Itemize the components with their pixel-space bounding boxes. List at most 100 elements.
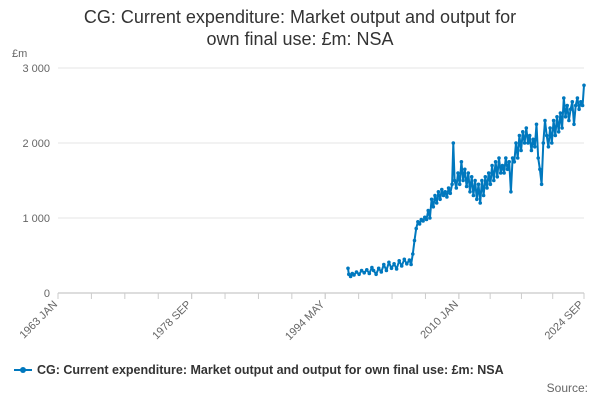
data-point[interactable]: [412, 238, 417, 243]
data-point[interactable]: [507, 160, 512, 164]
data-point[interactable]: [514, 141, 518, 145]
data-point[interactable]: [538, 167, 542, 172]
data-point[interactable]: [433, 193, 437, 198]
data-point[interactable]: [379, 270, 384, 274]
data-point[interactable]: [485, 186, 489, 190]
data-point[interactable]: [466, 171, 471, 175]
data-point[interactable]: [346, 266, 350, 271]
data-point[interactable]: [409, 262, 413, 267]
data-point[interactable]: [365, 268, 369, 272]
data-point[interactable]: [397, 259, 402, 263]
data-point[interactable]: [570, 100, 575, 104]
data-point[interactable]: [414, 226, 419, 231]
data-point[interactable]: [469, 175, 474, 179]
data-point[interactable]: [519, 148, 523, 153]
data-point[interactable]: [517, 133, 522, 138]
data-point[interactable]: [498, 171, 503, 175]
data-point[interactable]: [551, 118, 556, 123]
data-point[interactable]: [452, 178, 457, 183]
data-point[interactable]: [546, 145, 551, 149]
data-point[interactable]: [555, 115, 559, 119]
data-point[interactable]: [436, 190, 441, 194]
data-point[interactable]: [562, 96, 566, 100]
data-point[interactable]: [417, 222, 422, 226]
data-point[interactable]: [387, 260, 391, 265]
data-point[interactable]: [431, 205, 436, 209]
data-point[interactable]: [502, 171, 506, 175]
data-point[interactable]: [500, 163, 505, 168]
data-point[interactable]: [399, 264, 404, 268]
data-point[interactable]: [434, 201, 439, 205]
data-point[interactable]: [486, 171, 491, 175]
data-point[interactable]: [483, 175, 488, 179]
data-point[interactable]: [558, 111, 563, 115]
data-point[interactable]: [527, 133, 532, 138]
data-point[interactable]: [563, 115, 568, 119]
data-point[interactable]: [582, 83, 586, 88]
data-point[interactable]: [567, 118, 571, 123]
data-point[interactable]: [424, 217, 429, 222]
data-point[interactable]: [456, 171, 460, 175]
data-point[interactable]: [480, 178, 484, 183]
data-point[interactable]: [367, 271, 372, 276]
data-point[interactable]: [392, 262, 396, 266]
data-point[interactable]: [565, 103, 569, 108]
data-point[interactable]: [463, 167, 467, 172]
data-point[interactable]: [352, 273, 356, 277]
data-point[interactable]: [362, 271, 367, 275]
data-point[interactable]: [481, 193, 486, 198]
data-point[interactable]: [575, 96, 580, 100]
data-point[interactable]: [553, 133, 558, 138]
data-point[interactable]: [457, 182, 462, 187]
data-point[interactable]: [429, 197, 434, 202]
data-point[interactable]: [577, 107, 581, 112]
data-point[interactable]: [541, 141, 546, 145]
legend[interactable]: CG: Current expenditure: Market output a…: [14, 363, 504, 377]
data-point[interactable]: [529, 148, 534, 153]
data-point[interactable]: [389, 266, 394, 271]
data-point[interactable]: [556, 130, 561, 134]
data-point[interactable]: [512, 160, 517, 164]
data-point[interactable]: [394, 267, 399, 271]
data-point[interactable]: [384, 268, 389, 273]
data-point[interactable]: [371, 268, 376, 273]
data-point[interactable]: [550, 141, 554, 145]
data-point[interactable]: [370, 265, 374, 270]
data-point[interactable]: [580, 103, 585, 108]
data-point[interactable]: [468, 190, 472, 194]
data-point[interactable]: [572, 122, 576, 127]
data-point[interactable]: [531, 137, 535, 142]
data-point[interactable]: [515, 156, 520, 160]
data-point[interactable]: [451, 141, 456, 145]
data-point[interactable]: [543, 118, 547, 123]
data-point[interactable]: [504, 156, 508, 160]
data-point[interactable]: [478, 201, 483, 205]
data-point[interactable]: [579, 100, 583, 104]
data-point[interactable]: [438, 197, 442, 202]
data-point[interactable]: [510, 156, 515, 160]
data-point[interactable]: [471, 193, 476, 198]
data-point[interactable]: [568, 107, 573, 112]
data-point[interactable]: [524, 126, 529, 130]
data-point[interactable]: [495, 175, 500, 179]
data-point[interactable]: [505, 167, 510, 172]
data-point[interactable]: [357, 272, 361, 277]
data-point[interactable]: [448, 191, 453, 196]
data-point[interactable]: [421, 219, 425, 223]
data-point[interactable]: [534, 122, 539, 127]
data-point[interactable]: [497, 156, 501, 160]
data-point[interactable]: [493, 160, 498, 164]
data-point[interactable]: [492, 178, 496, 183]
data-point[interactable]: [359, 268, 364, 273]
data-point[interactable]: [405, 262, 409, 266]
data-point[interactable]: [548, 126, 552, 130]
data-point[interactable]: [445, 195, 449, 199]
data-point[interactable]: [539, 182, 544, 187]
data-point[interactable]: [476, 182, 481, 187]
data-point[interactable]: [526, 141, 530, 145]
data-point[interactable]: [521, 130, 525, 134]
data-point[interactable]: [446, 186, 451, 190]
data-point[interactable]: [348, 274, 353, 279]
data-point[interactable]: [536, 156, 540, 160]
data-point[interactable]: [533, 145, 537, 149]
